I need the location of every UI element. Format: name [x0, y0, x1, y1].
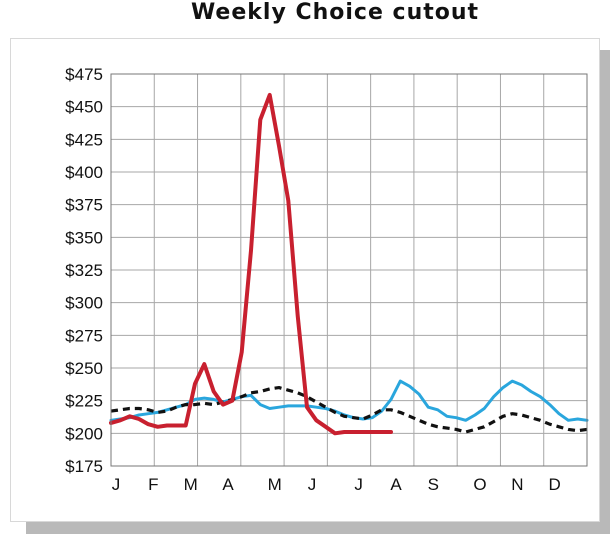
grid [111, 74, 587, 466]
x-tick-label: N [511, 475, 523, 494]
y-tick-label: $450 [65, 98, 103, 117]
y-tick-label: $250 [65, 359, 103, 378]
x-tick-label: D [549, 475, 561, 494]
y-tick-label: $175 [65, 457, 103, 476]
x-tick-label: M [268, 475, 282, 494]
y-axis-ticks: $175 $200 $225 $250 $275 $300 $325 $350 $375 $400… [65, 65, 103, 476]
y-tick-label: $475 [65, 65, 103, 84]
x-tick-label: A [222, 475, 234, 494]
y-tick-label: $375 [65, 196, 103, 215]
x-tick-label: O [473, 475, 486, 494]
x-tick-label: J [112, 475, 121, 494]
y-tick-label: $225 [65, 392, 103, 411]
chart-panel [10, 38, 600, 522]
x-tick-label: J [308, 475, 317, 494]
y-tick-label: $275 [65, 326, 103, 345]
y-tick-label: $425 [65, 130, 103, 149]
series-line-red [109, 92, 393, 436]
y-tick-label: $200 [65, 424, 103, 443]
y-tick-label: $325 [65, 261, 103, 280]
x-tick-label: F [148, 475, 158, 494]
y-tick-label: $350 [65, 228, 103, 247]
y-tick-label: $400 [65, 163, 103, 182]
x-tick-label: A [390, 475, 402, 494]
series-group [109, 92, 589, 436]
plot-border [110, 73, 588, 467]
y-tick-label: $300 [65, 294, 103, 313]
chart-title: Weekly Choice cutout [190, 0, 480, 25]
x-tick-label: S [428, 475, 439, 494]
x-tick-label: M [184, 475, 198, 494]
x-tick-label: J [354, 475, 363, 494]
